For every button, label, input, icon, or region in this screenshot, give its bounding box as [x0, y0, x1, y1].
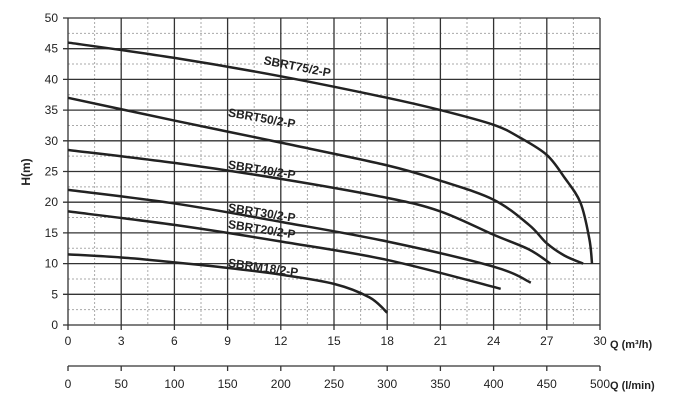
x2-tick-label: 500	[590, 377, 610, 391]
x-tick-label: 18	[381, 334, 395, 348]
y-tick-label: 40	[45, 72, 59, 86]
x-axis-label: Q (m³/h)	[610, 339, 652, 351]
x2-tick-label: 200	[271, 377, 291, 391]
y-tick-label: 50	[45, 11, 59, 25]
x2-axis-label: Q (l/min)	[610, 380, 655, 392]
series-line-sbrt50-2-p	[67, 96, 584, 265]
x-tick-label: 24	[487, 334, 501, 348]
y-tick-label: 5	[51, 287, 58, 301]
x2-tick-label: 250	[324, 377, 344, 391]
x-tick-label: 12	[274, 334, 288, 348]
x-tick-label: 15	[327, 334, 341, 348]
x2-tick-label: 450	[537, 377, 557, 391]
x2-tick-label: 150	[218, 377, 238, 391]
y-tick-label: 10	[45, 257, 59, 271]
x-tick-label: 0	[65, 334, 72, 348]
x-tick-label: 30	[593, 334, 607, 348]
y-tick-label: 25	[45, 165, 59, 179]
y-tick-label: 0	[51, 318, 58, 332]
series-line-sbrm18-2-p	[67, 253, 389, 314]
x2-tick-label: 50	[115, 377, 129, 391]
x2-tick-label: 400	[484, 377, 504, 391]
y-tick-label: 45	[45, 42, 59, 56]
series-line-sbrt75-2-p	[67, 41, 594, 264]
y-tick-label: 20	[45, 195, 59, 209]
series-label: SBRT50/2-P	[227, 105, 296, 131]
x2-tick-label: 0	[65, 377, 72, 391]
x-tick-label: 6	[171, 334, 178, 348]
series-line-sbrt30-2-p	[67, 188, 532, 284]
series-label: SBRM18/2-P	[227, 256, 299, 280]
x-tick-label: 3	[118, 334, 125, 348]
series-line-sbrt40-2-p	[67, 148, 552, 265]
x-tick-label: 9	[224, 334, 231, 348]
y-tick-label: 35	[45, 103, 59, 117]
x2-tick-label: 350	[430, 377, 450, 391]
grid	[63, 17, 601, 371]
y-tick-label: 30	[45, 134, 59, 148]
curves	[67, 41, 594, 314]
y-tick-label: 15	[45, 226, 59, 240]
x2-tick-label: 300	[377, 377, 397, 391]
x-tick-label: 27	[540, 334, 554, 348]
series-label: SBRT40/2-P	[227, 158, 296, 182]
series-line-sbrt20-2-p	[67, 210, 502, 290]
y-axis-label: H(m)	[19, 158, 33, 185]
x2-tick-label: 100	[164, 377, 184, 391]
x-tick-label: 21	[434, 334, 448, 348]
